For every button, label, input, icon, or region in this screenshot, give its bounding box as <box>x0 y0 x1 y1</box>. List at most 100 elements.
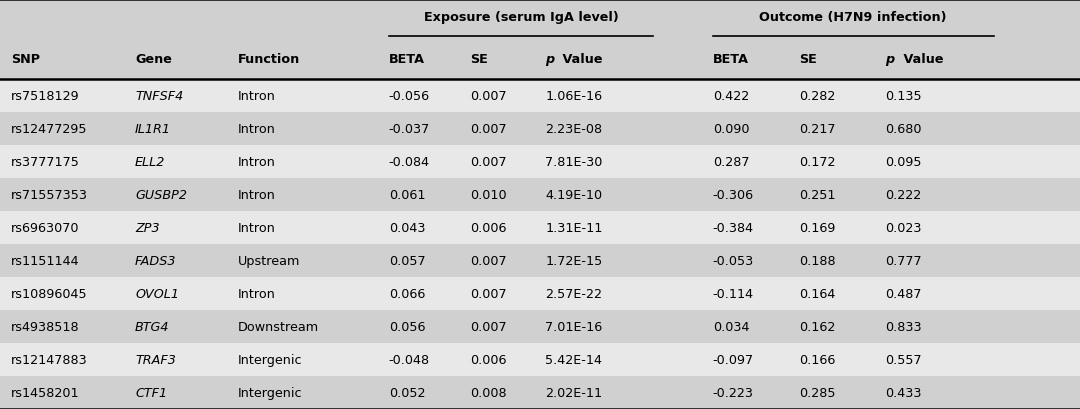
Text: 0.777: 0.777 <box>886 254 922 267</box>
Text: 0.043: 0.043 <box>389 221 426 234</box>
Text: 0.164: 0.164 <box>799 287 836 300</box>
Text: Intron: Intron <box>238 90 275 103</box>
Text: -0.037: -0.037 <box>389 123 430 136</box>
Text: 4.19E-10: 4.19E-10 <box>545 189 603 202</box>
Text: -0.114: -0.114 <box>713 287 754 300</box>
Bar <box>0 376 1080 409</box>
Text: 5.42E-14: 5.42E-14 <box>545 353 603 366</box>
Text: OVOL1: OVOL1 <box>135 287 179 300</box>
Text: 0.217: 0.217 <box>799 123 836 136</box>
Text: 0.052: 0.052 <box>389 386 426 399</box>
Text: 0.007: 0.007 <box>470 90 507 103</box>
Text: Function: Function <box>238 53 300 66</box>
Text: 0.433: 0.433 <box>886 386 922 399</box>
Text: SE: SE <box>799 53 816 66</box>
Bar <box>0 178 1080 211</box>
Text: 0.010: 0.010 <box>470 189 507 202</box>
Text: -0.056: -0.056 <box>389 90 430 103</box>
Text: 1.31E-11: 1.31E-11 <box>545 221 603 234</box>
Text: -0.306: -0.306 <box>713 189 754 202</box>
Text: 1.06E-16: 1.06E-16 <box>545 90 603 103</box>
Text: 0.222: 0.222 <box>886 189 922 202</box>
Text: -0.097: -0.097 <box>713 353 754 366</box>
Text: 0.282: 0.282 <box>799 90 836 103</box>
Text: 0.188: 0.188 <box>799 254 836 267</box>
Bar <box>0 113 1080 146</box>
Text: Intron: Intron <box>238 189 275 202</box>
Text: 7.81E-30: 7.81E-30 <box>545 155 603 169</box>
Text: 0.006: 0.006 <box>470 221 507 234</box>
Text: -0.223: -0.223 <box>713 386 754 399</box>
Text: Intron: Intron <box>238 123 275 136</box>
Text: Intron: Intron <box>238 155 275 169</box>
Text: rs12477295: rs12477295 <box>11 123 87 136</box>
Text: Downstream: Downstream <box>238 320 319 333</box>
Text: Value: Value <box>899 53 943 66</box>
Text: 0.056: 0.056 <box>389 320 426 333</box>
Text: 0.007: 0.007 <box>470 287 507 300</box>
Text: 0.007: 0.007 <box>470 254 507 267</box>
Text: 0.095: 0.095 <box>886 155 922 169</box>
Text: FADS3: FADS3 <box>135 254 176 267</box>
Text: 0.135: 0.135 <box>886 90 922 103</box>
Text: BETA: BETA <box>389 53 424 66</box>
Text: 0.090: 0.090 <box>713 123 750 136</box>
Text: 0.007: 0.007 <box>470 155 507 169</box>
Text: 0.006: 0.006 <box>470 353 507 366</box>
Text: 0.557: 0.557 <box>886 353 922 366</box>
Text: Intergenic: Intergenic <box>238 386 302 399</box>
Text: ZP3: ZP3 <box>135 221 160 234</box>
Text: IL1R1: IL1R1 <box>135 123 171 136</box>
Text: 0.251: 0.251 <box>799 189 836 202</box>
Text: CTF1: CTF1 <box>135 386 167 399</box>
Text: 2.57E-22: 2.57E-22 <box>545 287 603 300</box>
Text: p: p <box>886 53 894 66</box>
Text: Upstream: Upstream <box>238 254 300 267</box>
Bar <box>0 211 1080 244</box>
Text: 0.162: 0.162 <box>799 320 836 333</box>
Text: 0.287: 0.287 <box>713 155 750 169</box>
Text: Exposure (serum IgA level): Exposure (serum IgA level) <box>423 11 619 24</box>
Text: GUSBP2: GUSBP2 <box>135 189 187 202</box>
Text: SNP: SNP <box>11 53 40 66</box>
Text: TNFSF4: TNFSF4 <box>135 90 184 103</box>
Bar <box>0 0 1080 80</box>
Text: 2.02E-11: 2.02E-11 <box>545 386 603 399</box>
Text: 0.422: 0.422 <box>713 90 750 103</box>
Bar <box>0 310 1080 343</box>
Text: 0.172: 0.172 <box>799 155 836 169</box>
Text: 0.008: 0.008 <box>470 386 507 399</box>
Text: ELL2: ELL2 <box>135 155 165 169</box>
Text: Intron: Intron <box>238 287 275 300</box>
Text: p: p <box>545 53 554 66</box>
Text: 7.01E-16: 7.01E-16 <box>545 320 603 333</box>
Text: TRAF3: TRAF3 <box>135 353 176 366</box>
Text: 0.007: 0.007 <box>470 123 507 136</box>
Text: 0.061: 0.061 <box>389 189 426 202</box>
Text: Intron: Intron <box>238 221 275 234</box>
Text: 0.680: 0.680 <box>886 123 922 136</box>
Text: 1.72E-15: 1.72E-15 <box>545 254 603 267</box>
Text: BETA: BETA <box>713 53 748 66</box>
Text: rs71557353: rs71557353 <box>11 189 87 202</box>
Text: rs4938518: rs4938518 <box>11 320 80 333</box>
Text: 2.23E-08: 2.23E-08 <box>545 123 603 136</box>
Bar <box>0 343 1080 376</box>
Text: Outcome (H7N9 infection): Outcome (H7N9 infection) <box>759 11 947 24</box>
Text: rs6963070: rs6963070 <box>11 221 79 234</box>
Text: rs7518129: rs7518129 <box>11 90 80 103</box>
Bar <box>0 244 1080 277</box>
Text: -0.048: -0.048 <box>389 353 430 366</box>
Text: rs3777175: rs3777175 <box>11 155 80 169</box>
Text: rs10896045: rs10896045 <box>11 287 87 300</box>
Text: -0.384: -0.384 <box>713 221 754 234</box>
Text: Gene: Gene <box>135 53 172 66</box>
Text: 0.285: 0.285 <box>799 386 836 399</box>
Text: 0.057: 0.057 <box>389 254 426 267</box>
Text: 0.066: 0.066 <box>389 287 426 300</box>
Text: 0.166: 0.166 <box>799 353 836 366</box>
Text: 0.169: 0.169 <box>799 221 836 234</box>
Text: -0.053: -0.053 <box>713 254 754 267</box>
Text: 0.034: 0.034 <box>713 320 750 333</box>
Text: rs12147883: rs12147883 <box>11 353 87 366</box>
